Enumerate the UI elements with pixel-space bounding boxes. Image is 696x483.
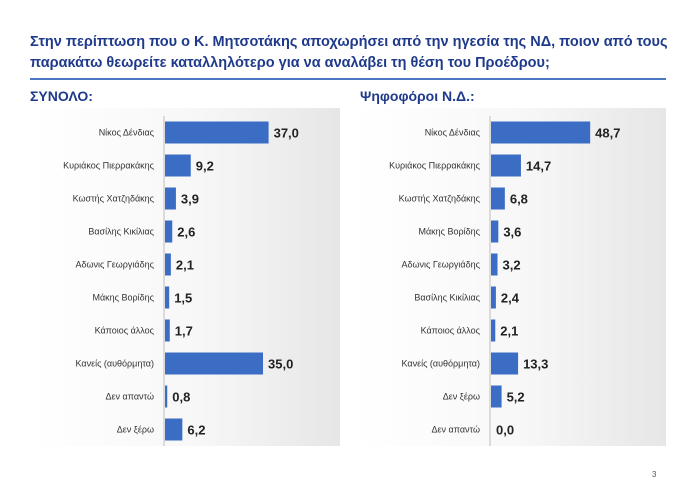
value-label: 6,8 — [510, 192, 528, 207]
bar — [165, 154, 191, 177]
bar — [491, 352, 519, 375]
category-label: Κανείς (αυθόρμητα) — [401, 359, 480, 369]
category-label: Κάποιος άλλος — [95, 326, 155, 336]
category-label: Νίκος Δένδιας — [99, 128, 155, 138]
bar — [491, 319, 496, 342]
value-label: 13,3 — [523, 357, 548, 372]
value-label: 3,2 — [503, 258, 521, 273]
category-label: Βασίλης Κικίλιας — [88, 227, 154, 237]
bar — [165, 418, 183, 441]
value-label: 2,1 — [500, 324, 518, 339]
value-label: 1,7 — [175, 324, 193, 339]
category-label: Δεν απαντώ — [432, 425, 480, 435]
right-chart: Νίκος Δένδιας 48,7 Κυριάκος Πιερρακάκης 14,… — [356, 108, 666, 446]
bar — [491, 154, 521, 177]
bar — [491, 121, 591, 144]
value-label: 3,9 — [181, 192, 199, 207]
value-label: 6,2 — [187, 423, 205, 438]
value-label: 5,2 — [507, 390, 525, 405]
bar — [491, 286, 496, 309]
bar — [165, 253, 171, 276]
value-label: 0,8 — [172, 390, 190, 405]
page-number: 3 — [652, 470, 657, 479]
value-label: 14,7 — [526, 159, 551, 174]
bar — [165, 121, 269, 144]
value-label: 37,0 — [274, 126, 299, 141]
bar — [165, 187, 176, 210]
category-label: Κωστής Χατζηδάκης — [399, 194, 481, 204]
value-label: 2,1 — [176, 258, 194, 273]
title-divider — [30, 78, 666, 80]
category-label: Αδωνις Γεωργιάδης — [75, 260, 154, 270]
value-label: 0,0 — [496, 423, 514, 438]
bar — [165, 385, 168, 408]
slide-title: Στην περίπτωση που ο Κ. Μητσοτάκης αποχω… — [30, 34, 668, 71]
value-label: 48,7 — [595, 126, 620, 141]
bar — [165, 352, 263, 375]
value-label: 2,6 — [177, 225, 195, 240]
category-label: Κάποιος άλλος — [421, 326, 481, 336]
bar — [165, 319, 170, 342]
category-label: Βασίλης Κικίλιας — [414, 293, 480, 303]
left-chart-svg: Νίκος Δένδιας 37,0 Κυριάκος Πιερρακάκης 9,2… — [63, 116, 299, 446]
value-label: 1,5 — [174, 291, 192, 306]
category-label: Κυριάκος Πιερρακάκης — [389, 161, 481, 171]
left-chart: Νίκος Δένδιας 37,0 Κυριάκος Πιερρακάκης 9,2… — [30, 108, 340, 446]
category-label: Δεν απαντώ — [106, 392, 154, 402]
bar — [165, 286, 170, 309]
value-label: 3,6 — [503, 225, 521, 240]
bar — [491, 253, 498, 276]
category-label: Μάκης Βορίδης — [92, 293, 154, 303]
category-label: Κυριάκος Πιερρακάκης — [63, 161, 155, 171]
category-label: Μάκης Βορίδης — [418, 227, 480, 237]
bar — [491, 385, 502, 408]
bar — [491, 187, 505, 210]
value-label: 9,2 — [196, 159, 214, 174]
right-chart-heading: Ψηφοφόροι Ν.Δ.: — [360, 88, 475, 104]
bar — [491, 220, 499, 243]
right-chart-svg: Νίκος Δένδιας 48,7 Κυριάκος Πιερρακάκης 14,… — [389, 116, 620, 446]
category-label: Κωστής Χατζηδάκης — [73, 194, 155, 204]
category-label: Νίκος Δένδιας — [425, 128, 481, 138]
value-label: 35,0 — [268, 357, 293, 372]
category-label: Αδωνις Γεωργιάδης — [401, 260, 480, 270]
category-label: Δεν ξέρω — [443, 392, 480, 402]
category-label: Κανείς (αυθόρμητα) — [75, 359, 154, 369]
left-chart-heading: ΣΥΝΟΛΟ: — [30, 88, 93, 104]
bar — [165, 220, 173, 243]
value-label: 2,4 — [501, 291, 520, 306]
category-label: Δεν ξέρω — [117, 425, 154, 435]
